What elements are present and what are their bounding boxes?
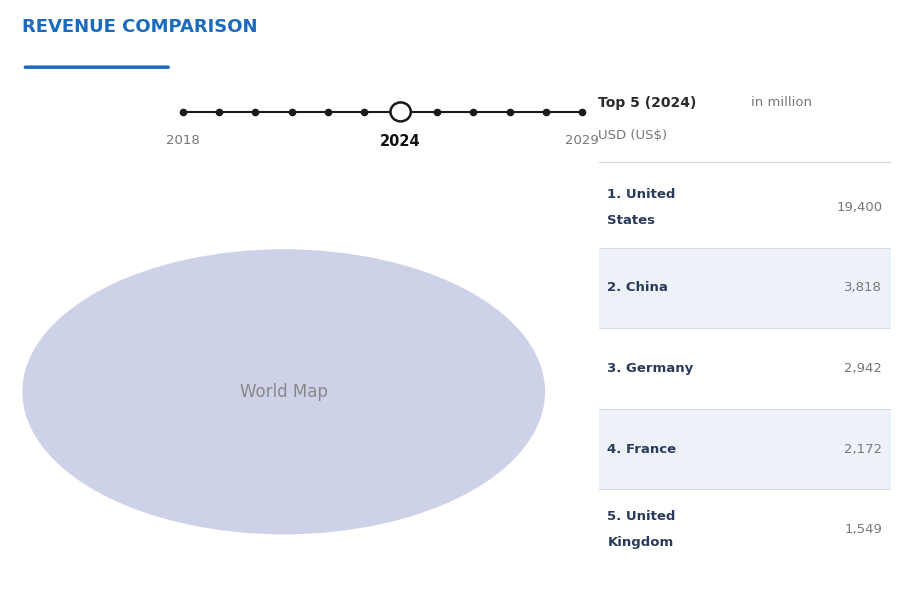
Ellipse shape xyxy=(22,249,545,535)
FancyBboxPatch shape xyxy=(598,328,891,409)
Text: 2,942: 2,942 xyxy=(844,362,882,375)
Text: 2. China: 2. China xyxy=(608,281,668,295)
Text: USD (US$): USD (US$) xyxy=(598,129,668,142)
Text: REVENUE COMPARISON: REVENUE COMPARISON xyxy=(22,18,258,36)
Text: 4. France: 4. France xyxy=(608,443,677,455)
Text: 2024: 2024 xyxy=(381,134,421,149)
FancyBboxPatch shape xyxy=(598,409,891,490)
Text: in million: in million xyxy=(751,95,812,109)
FancyBboxPatch shape xyxy=(598,167,891,248)
Text: 3. Germany: 3. Germany xyxy=(608,362,694,375)
FancyBboxPatch shape xyxy=(598,248,891,328)
FancyBboxPatch shape xyxy=(598,490,891,570)
Text: 1,549: 1,549 xyxy=(844,523,882,536)
Text: 1. United: 1. United xyxy=(608,188,676,201)
Text: Top 5 (2024): Top 5 (2024) xyxy=(598,95,697,110)
Text: States: States xyxy=(608,214,655,227)
Text: 19,400: 19,400 xyxy=(836,201,882,214)
Text: World Map: World Map xyxy=(239,383,328,401)
Text: 2,172: 2,172 xyxy=(844,443,882,455)
Text: 2029: 2029 xyxy=(565,134,599,147)
Text: 2018: 2018 xyxy=(166,134,200,147)
Text: 3,818: 3,818 xyxy=(844,281,882,295)
Text: 5. United: 5. United xyxy=(608,511,676,523)
Text: Kingdom: Kingdom xyxy=(608,536,673,549)
Circle shape xyxy=(391,103,410,121)
